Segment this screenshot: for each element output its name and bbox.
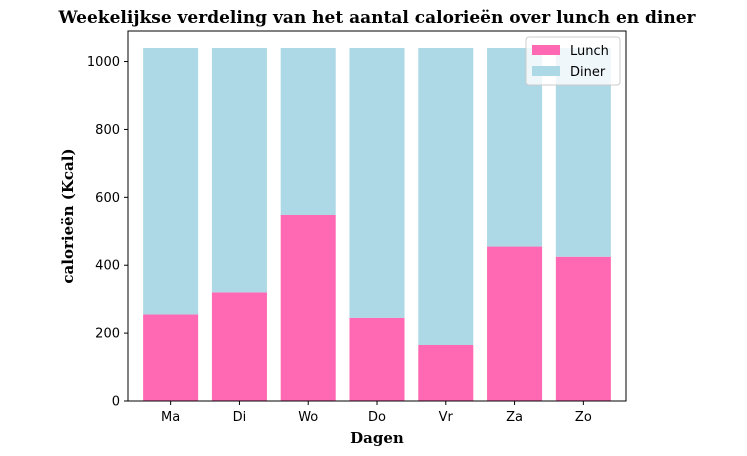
bar-lunch-vr xyxy=(418,344,474,401)
bar-lunch-za xyxy=(487,246,543,401)
bar-lunch-ma xyxy=(143,314,199,401)
bar-diner-do xyxy=(349,47,405,318)
x-axis-label: Dagen xyxy=(350,429,404,447)
x-tick-label: Wo xyxy=(298,410,318,425)
bar-diner-di xyxy=(211,47,267,293)
x-tick-label: Zo xyxy=(575,410,592,425)
y-tick-label: 400 xyxy=(95,259,120,274)
legend-swatch-lunch xyxy=(532,45,560,55)
x-tick-label: Vr xyxy=(439,410,454,425)
legend-label-diner: Diner xyxy=(570,65,606,80)
plot-area xyxy=(143,47,611,401)
y-axis-ticks: 0 200 400 600 800 1000 xyxy=(87,55,128,410)
y-tick-label: 1000 xyxy=(87,55,120,70)
y-axis-label: calorieën (Kcal) xyxy=(59,148,77,283)
x-tick-label: Za xyxy=(506,410,523,425)
bar-lunch-wo xyxy=(280,214,336,401)
bar-lunch-zo xyxy=(555,256,611,401)
bar-diner-vr xyxy=(418,47,474,345)
x-tick-label: Ma xyxy=(161,410,180,425)
bar-diner-wo xyxy=(280,47,336,215)
bar-diner-ma xyxy=(143,47,199,315)
bar-lunch-di xyxy=(211,292,267,401)
plot-frame xyxy=(127,30,627,402)
legend: Lunch Diner xyxy=(525,36,621,86)
legend-swatch-diner xyxy=(532,66,560,76)
x-tick-label: Do xyxy=(368,410,386,425)
y-tick-label: 200 xyxy=(95,327,120,342)
y-tick-label: 600 xyxy=(95,191,120,206)
y-tick-label: 800 xyxy=(95,123,120,138)
bar-lunch-do xyxy=(349,317,405,401)
y-tick-label: 0 xyxy=(112,395,120,410)
legend-label-lunch: Lunch xyxy=(570,44,609,59)
x-axis-ticks: Ma Di Wo Do Vr Za Zo xyxy=(161,401,592,425)
x-tick-label: Di xyxy=(233,410,247,425)
chart-title: Weekelijkse verdeling van het aantal cal… xyxy=(57,8,696,28)
